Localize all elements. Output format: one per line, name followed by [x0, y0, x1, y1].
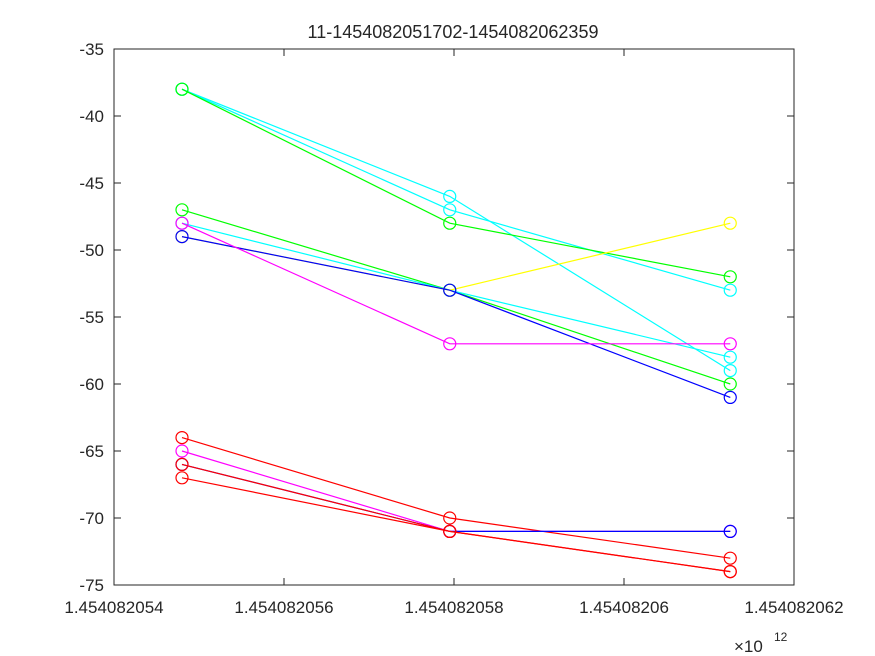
data-point	[443, 511, 457, 525]
series-9	[175, 431, 737, 565]
x-exponent-label: ×10	[734, 637, 763, 656]
data-point	[443, 337, 457, 351]
series-line	[181, 477, 731, 573]
x-tick-label: 1.454082062	[744, 598, 843, 617]
y-tick-label: -70	[79, 509, 104, 528]
x-tick-label: 1.454082056	[234, 598, 333, 617]
x-exponent-power: 12	[774, 630, 788, 644]
data-point	[175, 431, 189, 445]
series-line	[181, 222, 731, 345]
data-point	[723, 216, 737, 230]
y-tick-label: -50	[79, 241, 104, 260]
y-tick-label: -55	[79, 308, 104, 327]
data-point	[175, 230, 189, 244]
data-point	[443, 524, 457, 539]
series-line	[181, 437, 731, 559]
data-point	[723, 337, 737, 351]
series-line	[181, 88, 731, 291]
data-point	[443, 216, 457, 230]
series-line	[181, 88, 731, 372]
x-exponent: ×10 12	[734, 630, 788, 656]
chart-title: 11-1454082051702-1454082062359	[308, 22, 599, 42]
data-point	[175, 471, 189, 485]
data-point	[723, 350, 737, 364]
data-point	[175, 216, 189, 230]
data-point	[723, 564, 737, 579]
data-point	[175, 82, 189, 96]
data-point	[723, 551, 737, 565]
y-tick-label: -75	[79, 576, 104, 595]
axes-layer: 1.454082054 1.454082056 1.454082058 1.45408…	[64, 40, 843, 617]
data-point	[723, 364, 737, 378]
data-point	[443, 203, 457, 217]
data-point	[175, 457, 189, 471]
series-layer	[175, 82, 737, 579]
series-line	[181, 88, 731, 278]
data-point	[723, 377, 737, 391]
series-3	[175, 82, 737, 284]
data-point	[175, 203, 189, 217]
data-point	[723, 270, 737, 284]
x-tick-label: 1.454082054	[64, 598, 163, 617]
series-line	[181, 236, 731, 398]
y-tick-label: -45	[79, 174, 104, 193]
series-8	[175, 216, 737, 351]
x-tick-label: 1.45408206	[579, 598, 669, 617]
y-tick-label: -60	[79, 375, 104, 394]
data-point	[723, 390, 737, 404]
series-7	[175, 230, 737, 404]
data-point	[443, 283, 457, 297]
data-point	[723, 524, 737, 539]
y-tick-label: -65	[79, 442, 104, 461]
y-tick-label: -40	[79, 107, 104, 126]
series-13	[175, 471, 737, 579]
data-point	[175, 444, 189, 458]
x-tick-label: 1.454082058	[404, 598, 503, 617]
data-point	[443, 189, 457, 203]
y-tick-label: -35	[79, 40, 104, 59]
data-point	[723, 283, 737, 297]
plot-area	[114, 49, 794, 585]
